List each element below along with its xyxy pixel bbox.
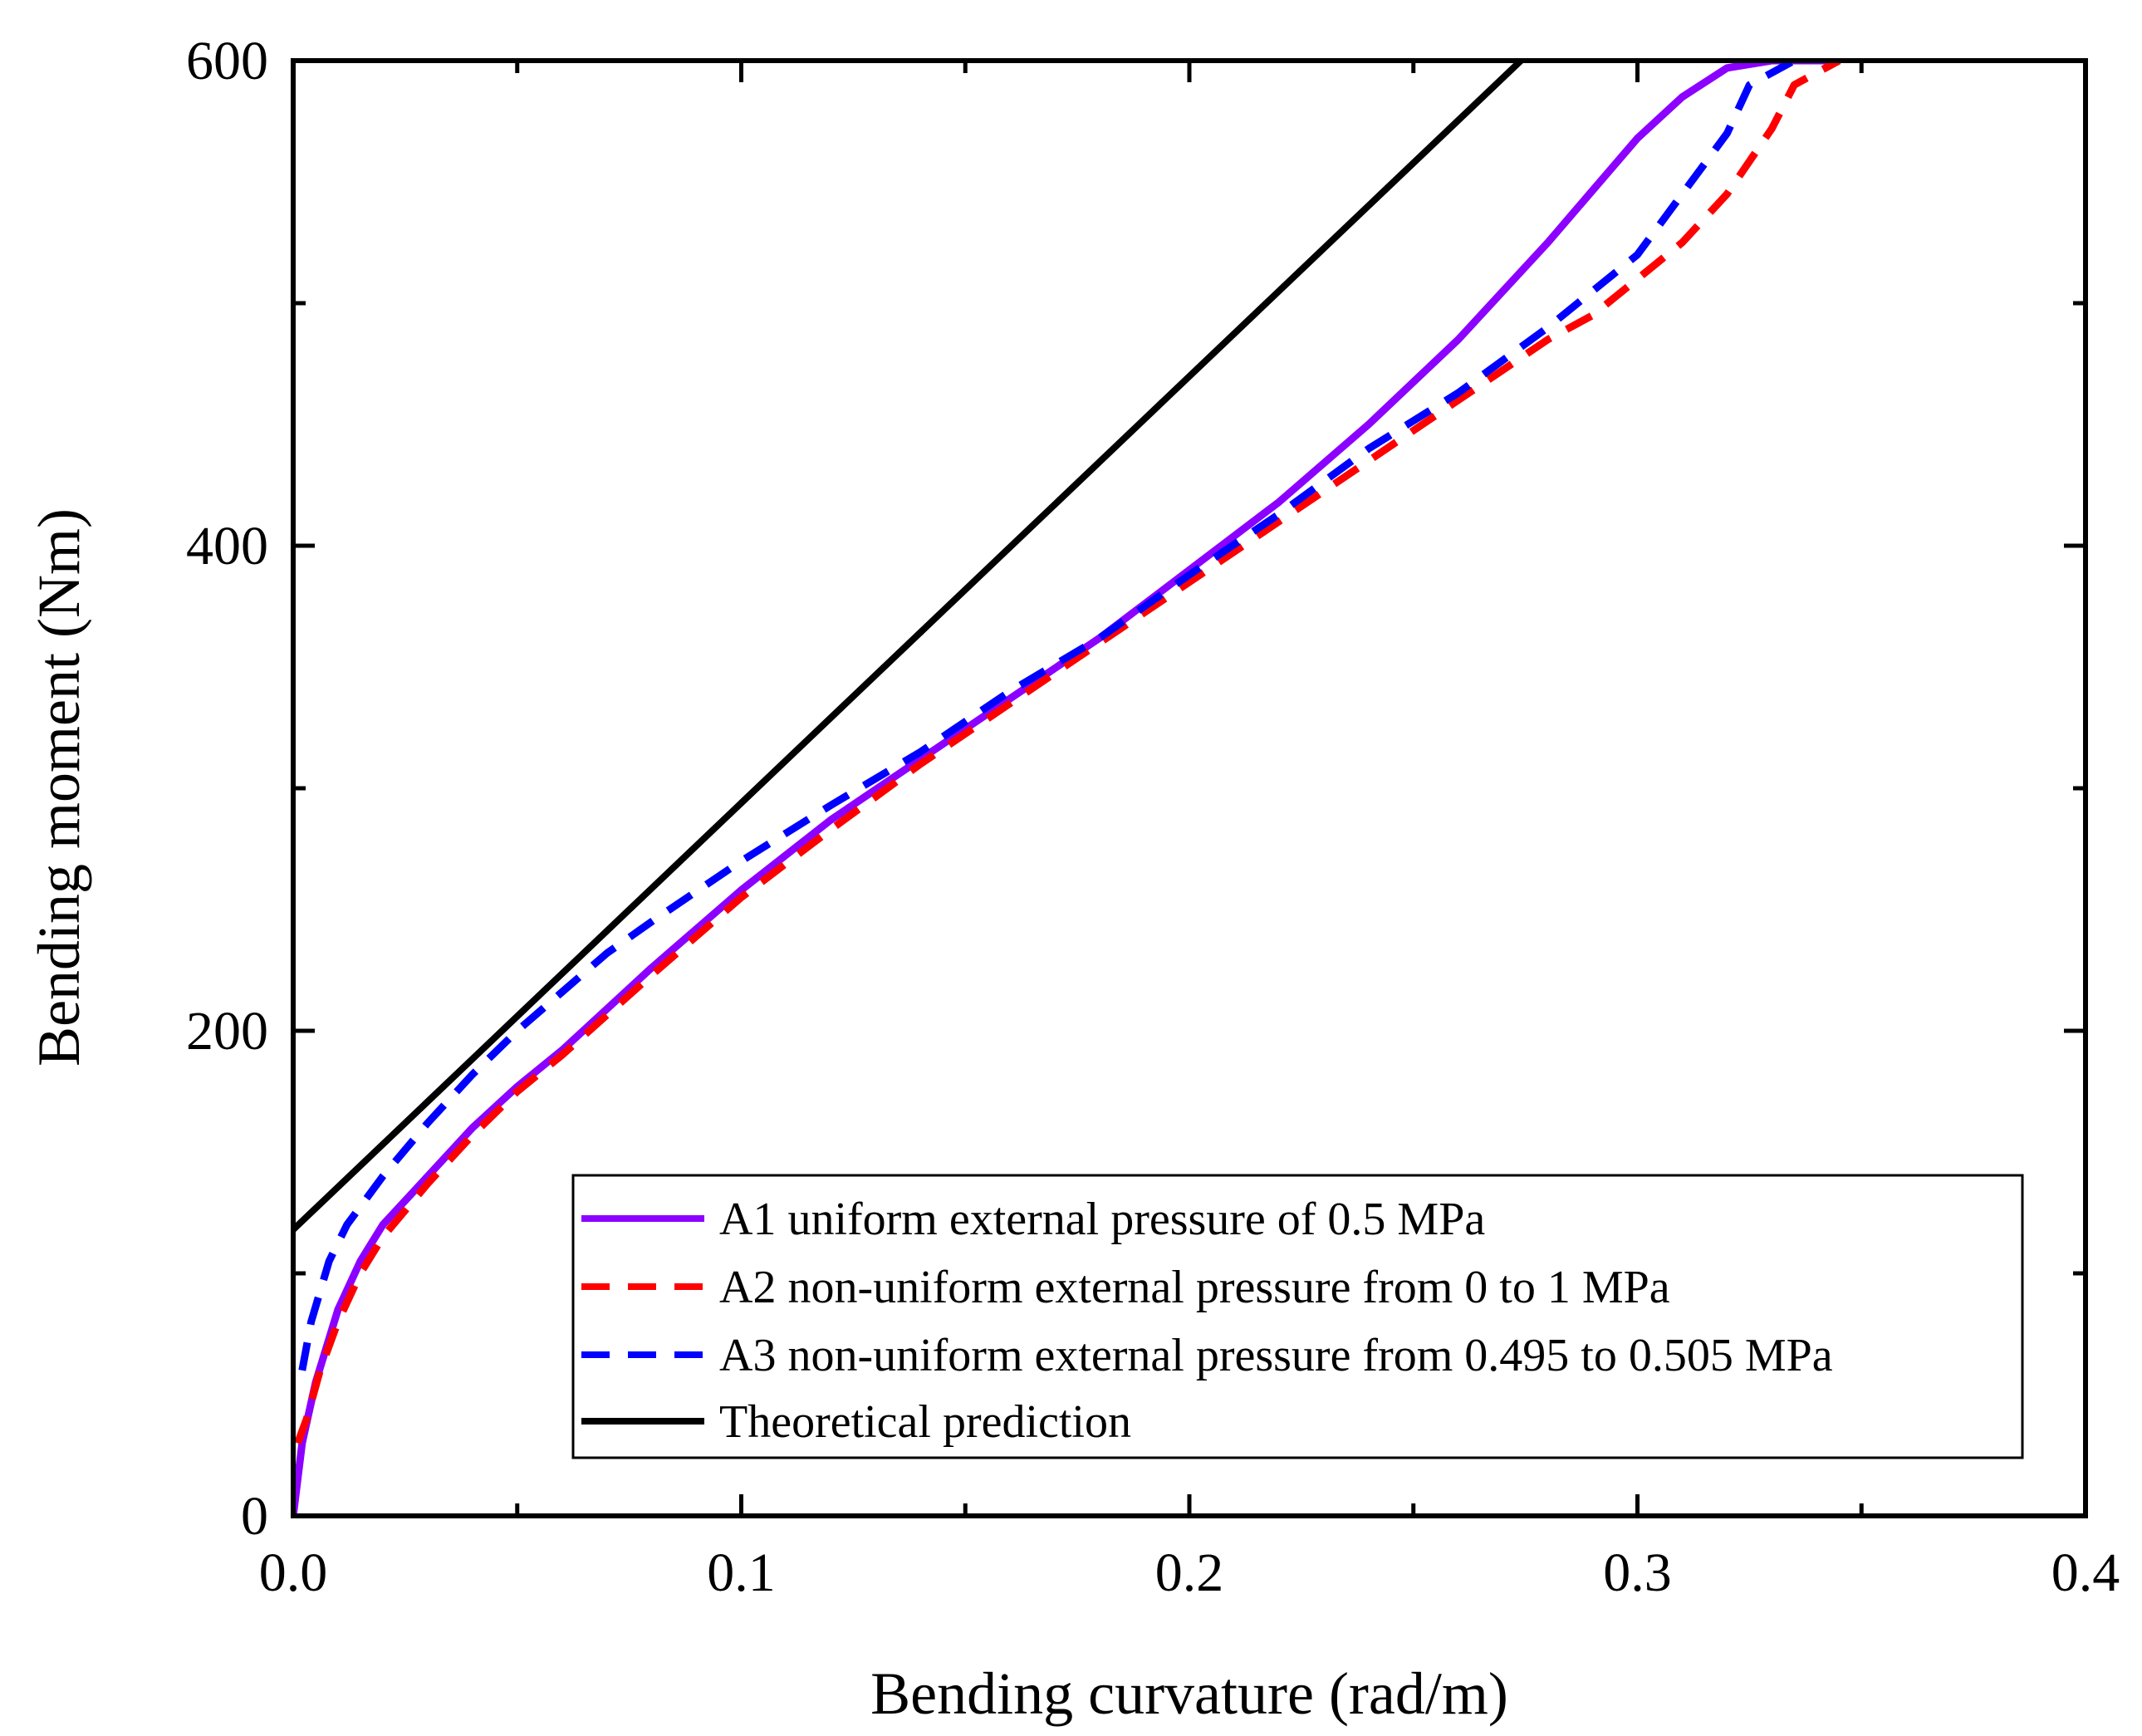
legend-label-4: Theoretical prediction [719,1396,1131,1448]
x-tick-label: 0.4 [2051,1542,2120,1603]
legend-label-1: A1 uniform external pressure of 0.5 MPa [719,1194,1485,1245]
y-tick-label: 600 [186,31,268,91]
x-tick-label: 0.3 [1603,1542,1672,1603]
plot-lines [293,61,1841,1516]
axis-ticks [291,58,2088,1518]
x-tick-label: 0.0 [259,1542,328,1603]
x-tick-label: 0.2 [1155,1542,1224,1603]
y-tick-label: 0 [241,1486,268,1547]
legend: A1 uniform external pressure of 0.5 MPa A… [571,1174,2024,1459]
legend-label-2: A2 non-uniform external pressure from 0 … [719,1262,1670,1313]
y-axis-title: Bending moment (Nm) [26,508,92,1067]
x-tick-label: 0.1 [707,1542,776,1603]
series-line-1 [293,61,1840,1516]
y-tick-label: 400 [186,516,268,576]
series-line-3 [298,61,1796,1371]
legend-box [571,1174,2024,1459]
y-tick-label: 200 [186,1001,268,1062]
x-axis-title: Bending curvature (rad/m) [870,1660,1508,1727]
series-line-4 [293,61,1523,1233]
legend-label-3: A3 non-uniform external pressure from 0.… [719,1330,1833,1381]
series-line-2 [294,61,1841,1444]
tick-labels: 0.0 0.1 0.2 0.3 0.4 0 200 400 600 [186,31,2120,1603]
